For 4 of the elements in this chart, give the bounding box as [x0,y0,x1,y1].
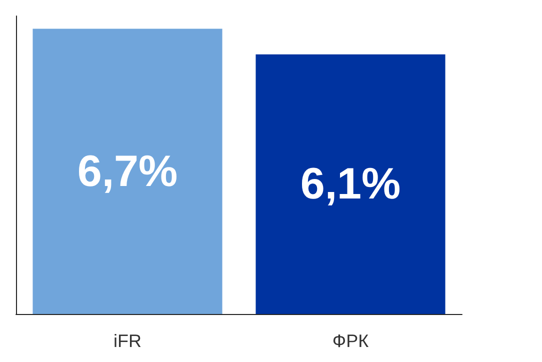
data-label: 6,7% [77,146,178,196]
data-label: 6,1% [300,160,401,209]
x-tick-label: ФРК [332,331,370,351]
x-tick-label: iFR [114,331,142,351]
